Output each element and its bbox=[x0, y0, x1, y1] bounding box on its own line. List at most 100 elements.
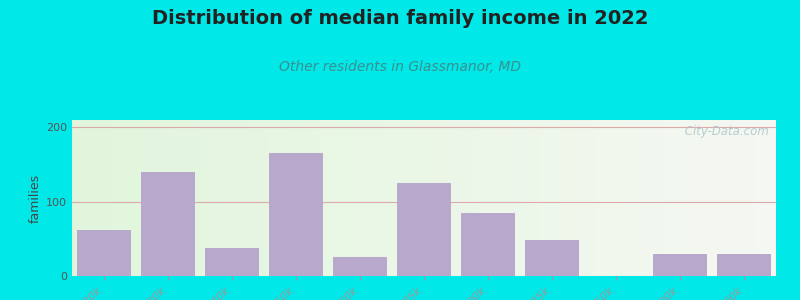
Bar bbox=[513, 120, 515, 276]
Bar bbox=[635, 120, 638, 276]
Bar bbox=[426, 120, 429, 276]
Bar bbox=[269, 153, 323, 276]
Bar bbox=[713, 120, 715, 276]
Bar bbox=[389, 120, 391, 276]
Bar bbox=[150, 120, 152, 276]
Bar bbox=[736, 120, 738, 276]
Bar bbox=[654, 120, 656, 276]
Bar bbox=[192, 120, 194, 276]
Bar bbox=[539, 120, 542, 276]
Bar bbox=[650, 120, 652, 276]
Bar bbox=[293, 120, 295, 276]
Bar bbox=[422, 120, 424, 276]
Bar bbox=[93, 120, 95, 276]
Bar bbox=[417, 120, 419, 276]
Bar bbox=[163, 120, 166, 276]
Bar bbox=[358, 120, 361, 276]
Bar bbox=[638, 120, 640, 276]
Bar bbox=[518, 120, 520, 276]
Bar bbox=[582, 120, 583, 276]
Bar bbox=[743, 120, 746, 276]
Bar bbox=[731, 120, 734, 276]
Bar bbox=[154, 120, 157, 276]
Bar bbox=[492, 120, 494, 276]
Bar bbox=[114, 120, 117, 276]
Bar bbox=[384, 120, 386, 276]
Bar bbox=[196, 120, 198, 276]
Bar bbox=[595, 120, 598, 276]
Bar bbox=[718, 120, 720, 276]
Bar bbox=[333, 120, 335, 276]
Bar bbox=[577, 120, 579, 276]
Bar bbox=[642, 120, 645, 276]
Bar bbox=[694, 120, 696, 276]
Bar bbox=[696, 120, 698, 276]
Bar bbox=[79, 120, 82, 276]
Bar bbox=[506, 120, 509, 276]
Bar bbox=[490, 120, 492, 276]
Bar bbox=[668, 120, 670, 276]
Bar bbox=[494, 120, 497, 276]
Bar bbox=[532, 120, 534, 276]
Bar bbox=[546, 120, 548, 276]
Bar bbox=[185, 120, 187, 276]
Bar bbox=[100, 120, 102, 276]
Bar bbox=[178, 120, 180, 276]
Bar bbox=[766, 120, 769, 276]
Bar bbox=[351, 120, 354, 276]
Bar bbox=[309, 120, 311, 276]
Bar bbox=[213, 120, 215, 276]
Bar bbox=[442, 120, 445, 276]
Bar bbox=[412, 120, 414, 276]
Bar bbox=[386, 120, 389, 276]
Text: Distribution of median family income in 2022: Distribution of median family income in … bbox=[152, 9, 648, 28]
Bar bbox=[419, 120, 422, 276]
Bar bbox=[89, 120, 90, 276]
Bar bbox=[734, 120, 736, 276]
Bar bbox=[222, 120, 225, 276]
Bar bbox=[250, 120, 253, 276]
Bar bbox=[701, 120, 703, 276]
Bar bbox=[685, 120, 687, 276]
Bar bbox=[414, 120, 417, 276]
Bar bbox=[349, 120, 351, 276]
Bar bbox=[640, 120, 642, 276]
Bar bbox=[602, 120, 605, 276]
Bar bbox=[122, 120, 124, 276]
Bar bbox=[326, 120, 328, 276]
Bar bbox=[633, 120, 635, 276]
Bar bbox=[623, 120, 626, 276]
Bar bbox=[295, 120, 298, 276]
Bar bbox=[653, 254, 707, 276]
Bar bbox=[82, 120, 84, 276]
Bar bbox=[208, 120, 210, 276]
Bar bbox=[157, 120, 159, 276]
Bar bbox=[210, 120, 213, 276]
Bar bbox=[457, 120, 459, 276]
Bar bbox=[764, 120, 766, 276]
Bar bbox=[166, 120, 168, 276]
Bar bbox=[617, 120, 618, 276]
Bar bbox=[234, 120, 236, 276]
Bar bbox=[394, 120, 396, 276]
Bar bbox=[562, 120, 565, 276]
Bar bbox=[647, 120, 650, 276]
Bar bbox=[379, 120, 382, 276]
Bar bbox=[755, 120, 758, 276]
Bar bbox=[710, 120, 713, 276]
Text: Other residents in Glassmanor, MD: Other residents in Glassmanor, MD bbox=[279, 60, 521, 74]
Bar bbox=[628, 120, 630, 276]
Bar bbox=[607, 120, 610, 276]
Bar bbox=[220, 120, 222, 276]
Bar bbox=[269, 120, 271, 276]
Bar bbox=[678, 120, 680, 276]
Bar bbox=[567, 120, 570, 276]
Bar bbox=[769, 120, 771, 276]
Bar bbox=[691, 120, 694, 276]
Bar bbox=[753, 120, 755, 276]
Bar bbox=[520, 120, 522, 276]
Bar bbox=[675, 120, 678, 276]
Bar bbox=[565, 120, 567, 276]
Bar bbox=[530, 120, 532, 276]
Bar bbox=[474, 120, 476, 276]
